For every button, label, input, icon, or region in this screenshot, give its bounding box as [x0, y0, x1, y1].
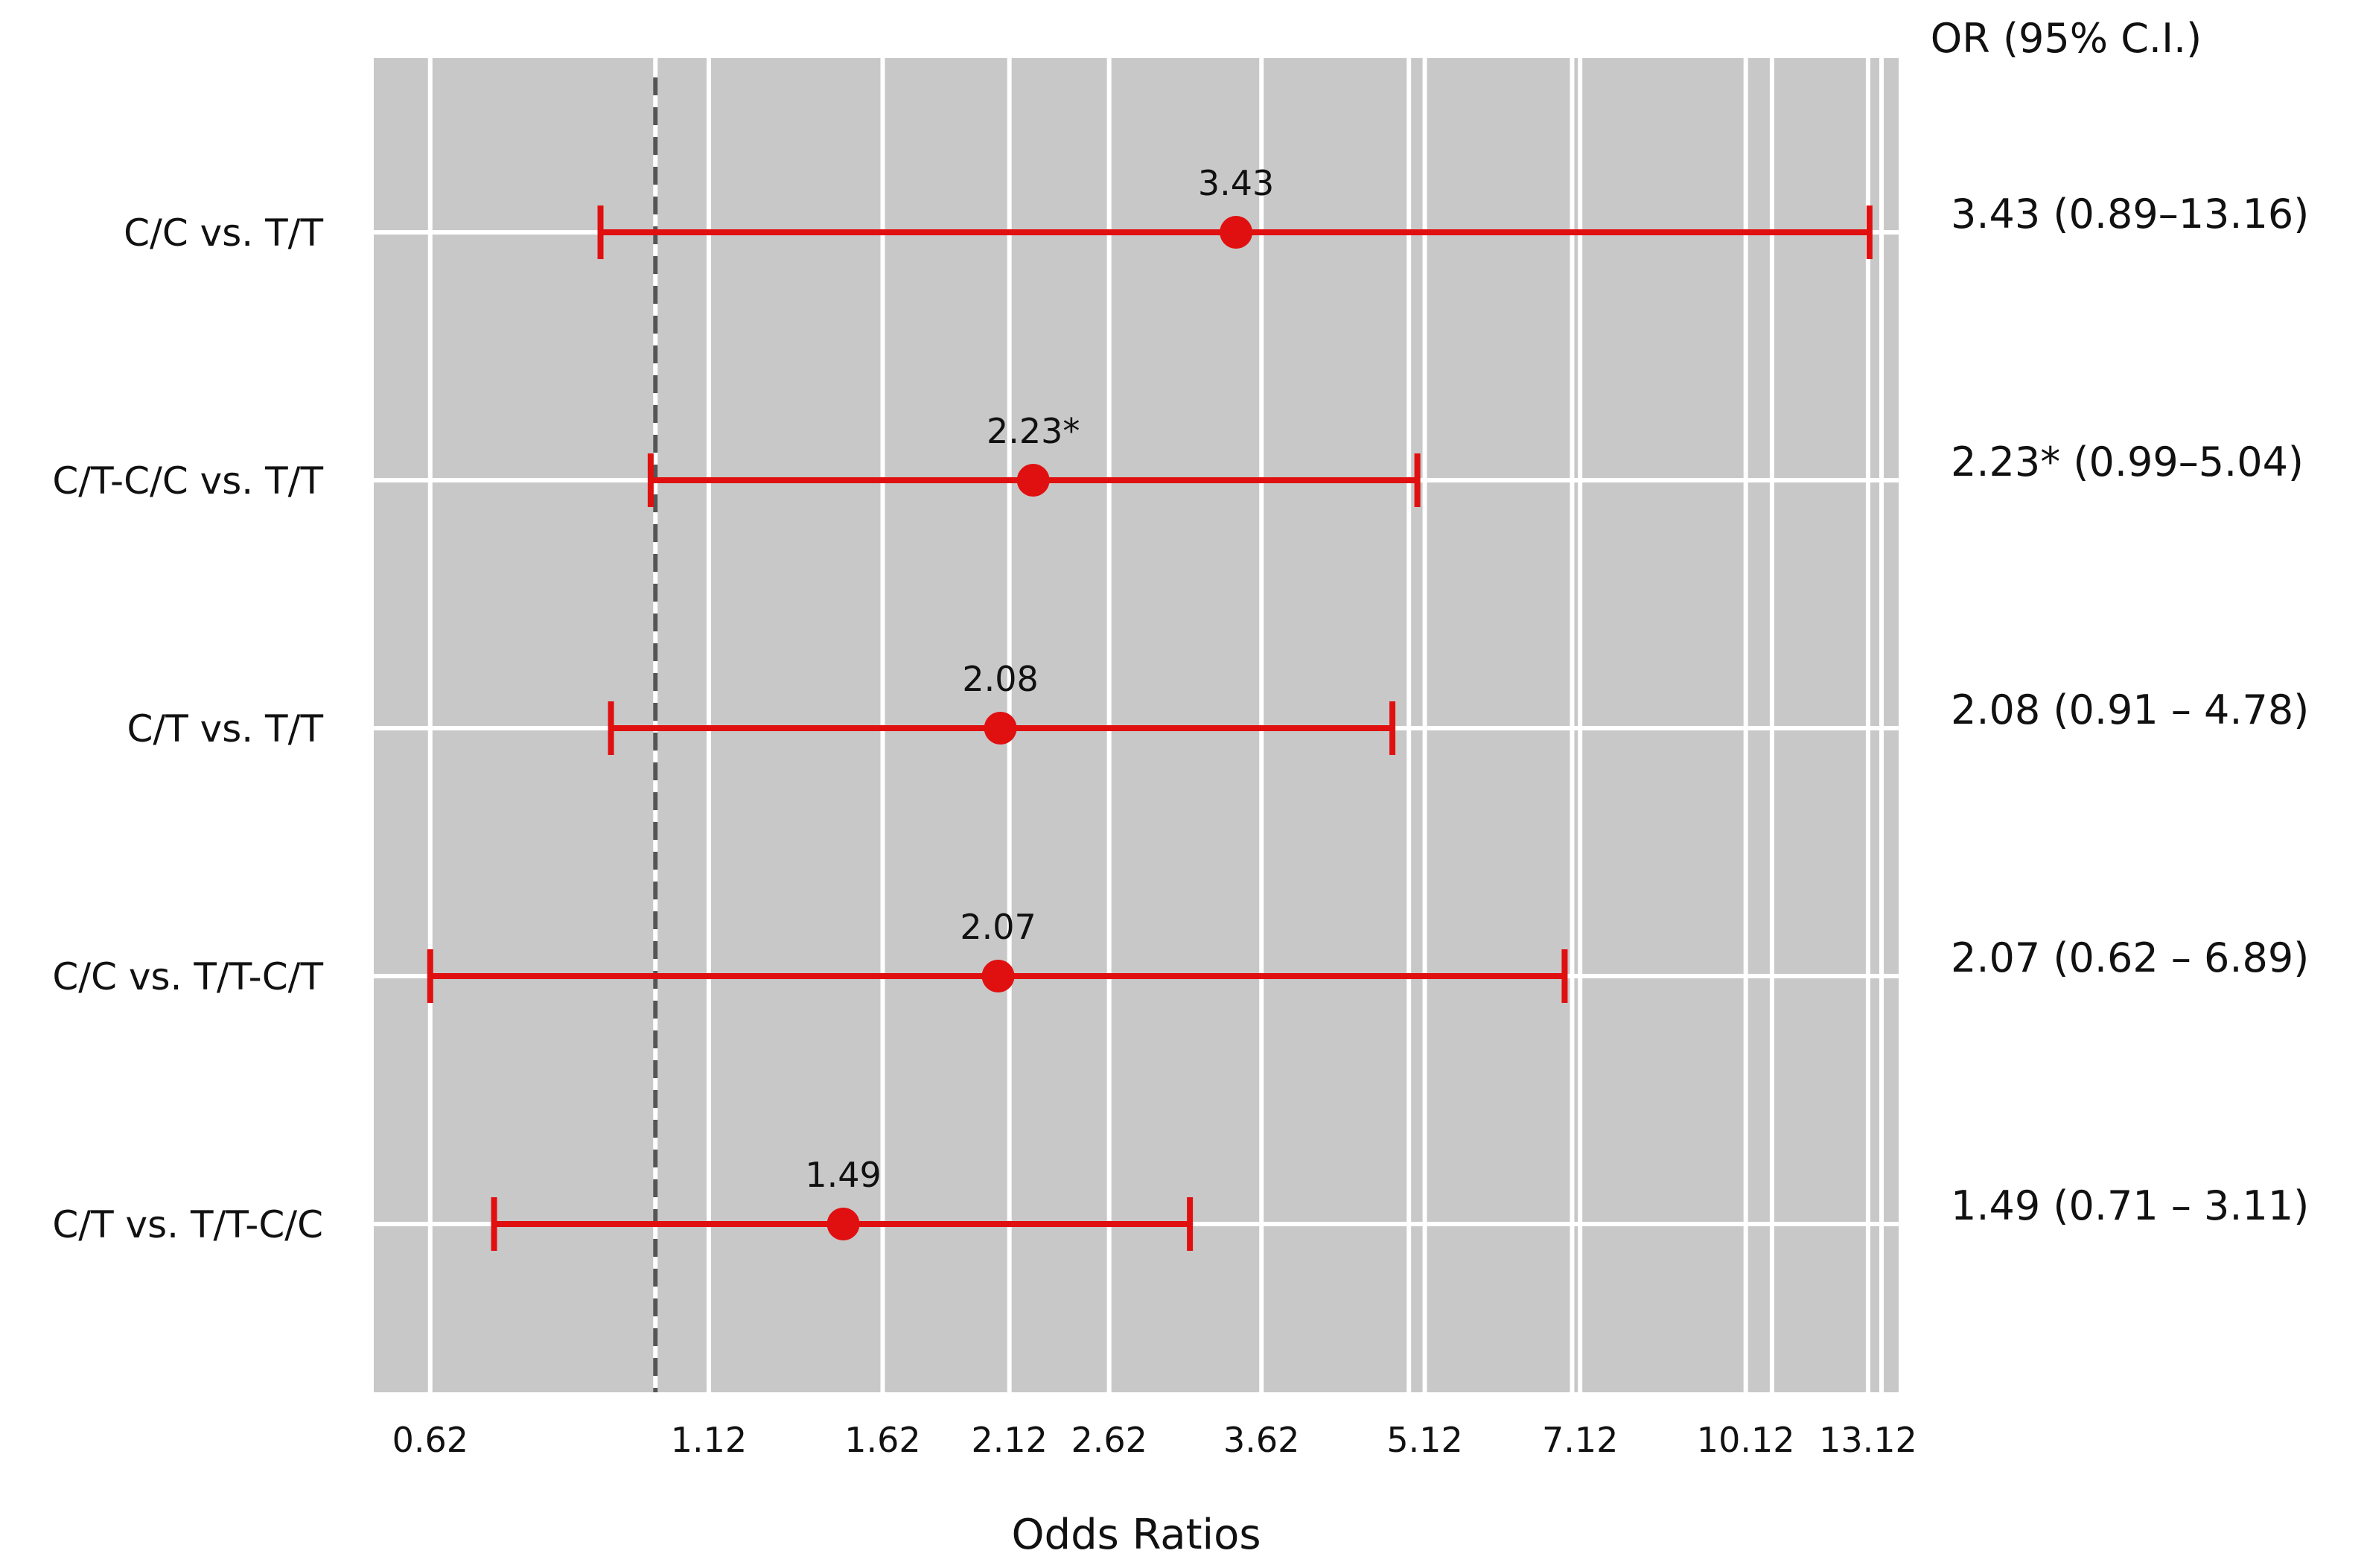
point-label: 3.43 — [1198, 163, 1274, 203]
ci-text: 3.43 (0.89–13.16) — [1951, 191, 2309, 238]
x-tick-label: 7.12 — [1542, 1420, 1618, 1460]
ci-text: 2.07 (0.62 – 6.89) — [1951, 934, 2309, 981]
row-label: C/T vs. T/T-C/C — [52, 1203, 323, 1246]
x-tick-label: 3.62 — [1223, 1420, 1299, 1460]
odds-ratio-point — [826, 1208, 860, 1240]
point-label: 1.49 — [805, 1155, 881, 1195]
x-axis-label: Odds Ratios — [1011, 1511, 1261, 1559]
odds-ratio-point — [984, 712, 1017, 745]
x-tick-label: 13.12 — [1819, 1420, 1917, 1460]
row-label: C/C vs. T/T — [124, 211, 323, 255]
odds-ratio-point — [981, 960, 1015, 992]
point-label: 2.07 — [960, 907, 1036, 947]
ci-labels: 3.43 (0.89–13.16) 2.23* (0.99–5.04) 2.08 (… — [1951, 191, 2309, 1229]
x-tick-label: 0.62 — [392, 1420, 468, 1460]
x-tick-labels: 0.62 1.12 1.62 2.12 2.62 3.62 5.12 7.12 10.12 13.… — [392, 1420, 1917, 1460]
ci-text: 2.08 (0.91 – 4.78) — [1951, 686, 2309, 733]
point-label: 2.08 — [962, 659, 1038, 699]
x-tick-label: 2.62 — [1071, 1420, 1147, 1460]
x-tick-label: 1.62 — [844, 1420, 920, 1460]
row-label: C/T-C/C vs. T/T — [52, 459, 323, 503]
odds-ratio-point — [1016, 464, 1050, 497]
x-tick-label: 10.12 — [1697, 1420, 1795, 1460]
ci-text: 1.49 (0.71 – 3.11) — [1951, 1182, 2309, 1229]
ci-column-header: OR (95% C.I.) — [1931, 15, 2202, 62]
x-tick-label: 5.12 — [1386, 1420, 1462, 1460]
x-tick-label: 1.12 — [671, 1420, 747, 1460]
estimates: 3.43 2.23* 2.08 2.07 1.49 — [427, 163, 1873, 1251]
point-label: 2.23* — [987, 411, 1080, 451]
odds-ratio-point — [1220, 216, 1253, 249]
row-label: C/T vs. T/T — [127, 707, 323, 750]
row-label: C/C vs. T/T-C/T — [52, 955, 323, 998]
ci-text: 2.23* (0.99–5.04) — [1951, 439, 2304, 485]
x-tick-label: 2.12 — [971, 1420, 1047, 1460]
row-labels: C/C vs. T/T C/T-C/C vs. T/T C/T vs. T/T C/C… — [52, 211, 323, 1246]
